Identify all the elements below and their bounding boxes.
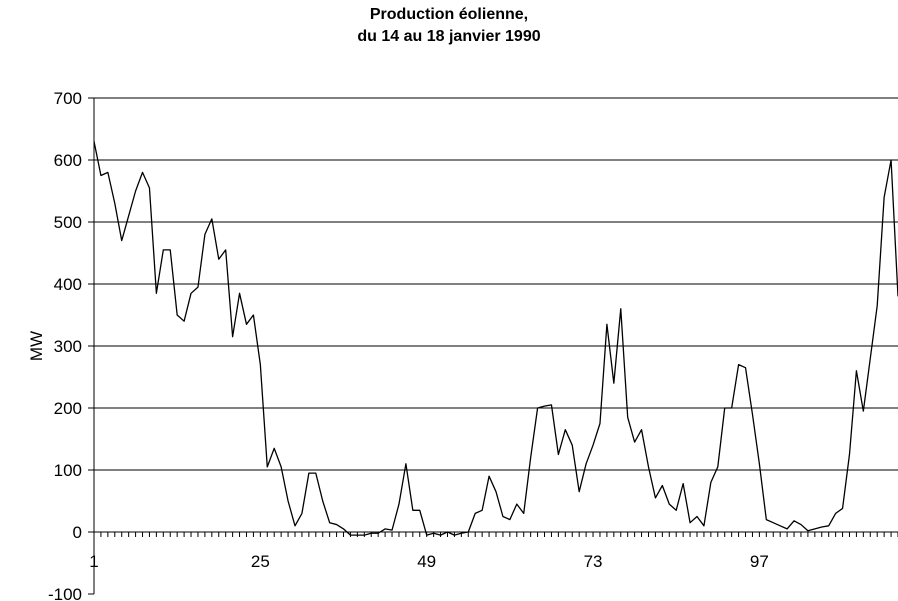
chart-title-line-1: Production éolienne, bbox=[369, 6, 529, 23]
y-tick-label: 700 bbox=[54, 89, 82, 108]
y-tick-label: 200 bbox=[54, 399, 82, 418]
y-tick-label: 500 bbox=[54, 213, 82, 232]
chart-title-line-2: du 14 au 18 janvier 1990 bbox=[357, 28, 541, 45]
x-tick-label: 25 bbox=[251, 552, 270, 571]
y-tick-label: 100 bbox=[54, 461, 82, 480]
y-tick-label: 300 bbox=[54, 337, 82, 356]
y-axis-title: MW bbox=[27, 331, 46, 361]
y-tick-label: 600 bbox=[54, 151, 82, 170]
x-tick-label: 49 bbox=[417, 552, 436, 571]
y-tick-label: 400 bbox=[54, 275, 82, 294]
y-tick-label: -100 bbox=[48, 585, 82, 601]
x-tick-label: 97 bbox=[750, 552, 769, 571]
x-tick-label: 73 bbox=[584, 552, 603, 571]
y-tick-label: 0 bbox=[73, 523, 82, 542]
x-tick-label: 1 bbox=[89, 552, 98, 571]
series-line-0 bbox=[93, 141, 898, 536]
